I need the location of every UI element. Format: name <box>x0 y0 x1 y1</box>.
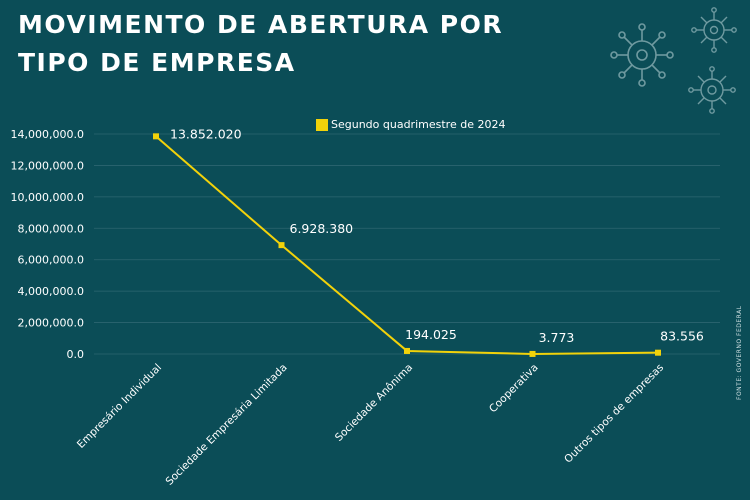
y-tick-label: 2,000,000.0 <box>18 317 84 330</box>
data-point <box>655 349 661 356</box>
gear-network-icon <box>610 23 674 87</box>
y-tick-label: 0.0 <box>67 348 85 361</box>
y-axis: 0.0 2,000,000.0 4,000,000.0 6,000,000.0 8,00… <box>11 128 84 361</box>
y-tick-label: 8,000,000.0 <box>18 222 84 235</box>
data-point <box>153 133 159 140</box>
gear-decoration <box>610 7 737 114</box>
data-label: 13.852.020 <box>170 126 242 141</box>
y-tick-label: 12,000,000.0 <box>11 159 84 172</box>
x-tick-label: Empresário Individual <box>75 362 164 451</box>
data-point <box>529 350 536 357</box>
data-label: 6.928.380 <box>290 221 354 236</box>
title-line-1: MOVIMENTO DE ABERTURA POR <box>18 10 504 39</box>
title-line-2: TIPO DE EMPRESA <box>18 48 296 77</box>
data-point <box>278 242 285 249</box>
chart-legend: Segundo quadrimestre de 2024 <box>316 118 505 131</box>
legend-label: Segundo quadrimestre de 2024 <box>331 118 506 131</box>
series-polyline <box>155 135 659 355</box>
series-line <box>153 133 661 357</box>
legend-swatch <box>316 118 328 131</box>
source-note: FONTE: GOVERNO FEDERAL <box>736 305 743 400</box>
data-point <box>404 347 410 354</box>
data-label: 83.556 <box>660 329 704 344</box>
x-tick-label: Sociedade Empresária Limitada <box>164 362 290 488</box>
x-tick-label: Sociedade Anônima <box>333 362 415 444</box>
data-label: 194.025 <box>405 327 457 342</box>
data-label: 3.773 <box>539 330 575 345</box>
y-tick-label: 10,000,000.0 <box>11 191 84 204</box>
grid-lines <box>94 133 720 355</box>
y-tick-label: 6,000,000.0 <box>18 254 84 267</box>
gear-network-icon <box>691 7 737 53</box>
y-tick-label: 14,000,000.0 <box>11 128 84 141</box>
y-tick-label: 4,000,000.0 <box>18 285 84 298</box>
x-tick-label: Outros tipos de empresas <box>562 362 666 466</box>
x-tick-label: Cooperativa <box>487 362 541 416</box>
gear-network-icon <box>688 66 736 114</box>
chart-title: MOVIMENTO DE ABERTURA POR TIPO DE EMPRES… <box>18 6 503 82</box>
x-axis: Empresário Individual Sociedade Empresári… <box>75 362 666 488</box>
data-labels: 13.852.020 6.928.380 194.025 3.773 83.556 <box>170 126 704 345</box>
